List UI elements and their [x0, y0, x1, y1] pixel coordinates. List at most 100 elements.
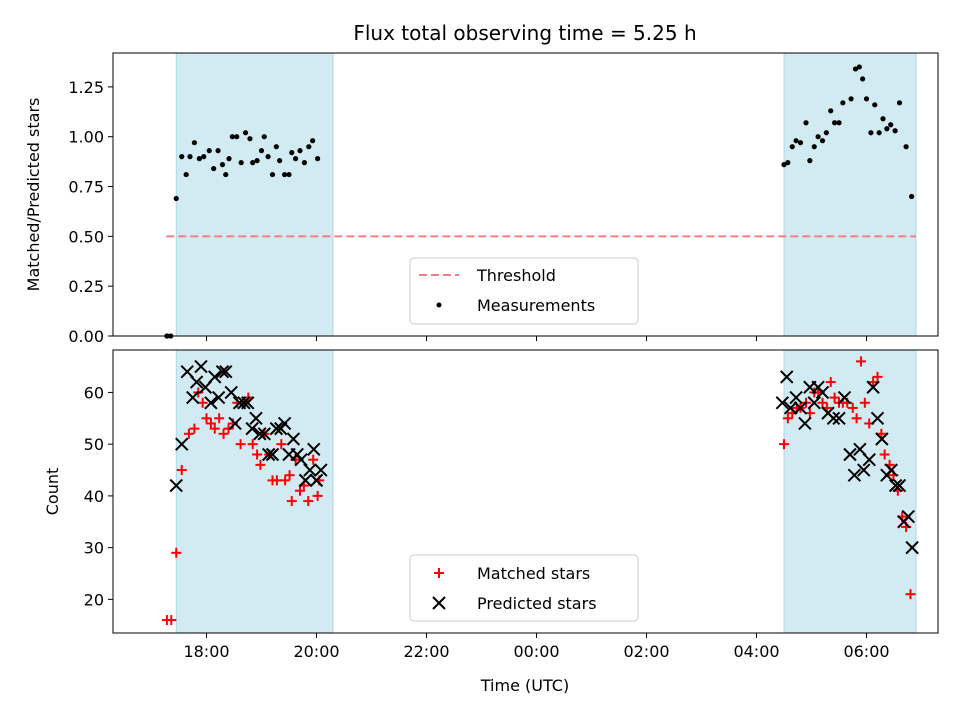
measurement-point: [828, 108, 834, 114]
measurement-point: [277, 158, 283, 164]
measurement-point: [247, 136, 253, 142]
legend-predicted-label: Predicted stars: [477, 594, 597, 613]
matched-star-point: [859, 397, 870, 408]
matched-star-point: [779, 439, 789, 450]
measurement-point: [860, 76, 866, 82]
measurement-point: [909, 193, 915, 200]
predicted-star-point: [257, 427, 271, 441]
predicted-star-point: [309, 473, 324, 488]
y-tick-label: 50: [84, 435, 104, 454]
matched-star-point: [856, 356, 866, 367]
measurement-point: [884, 126, 890, 132]
matched-star-point: [183, 428, 194, 439]
predicted-star-point: [892, 478, 907, 493]
measurement-point: [807, 158, 813, 164]
predicted-star-point: [307, 442, 321, 457]
predicted-star-point: [186, 390, 200, 405]
chart-title: Flux total observing time = 5.25 h: [353, 21, 696, 45]
y-tick-label: 60: [84, 383, 104, 402]
matched-star-point: [218, 428, 229, 439]
predicted-star-point: [780, 370, 794, 384]
measurement-point: [219, 162, 226, 168]
predicted-star-point: [261, 447, 276, 462]
measurement-point: [289, 150, 295, 156]
x-tick-label: 20:00: [293, 642, 339, 661]
measurement-point: [273, 144, 279, 150]
x-tick-label: 18:00: [183, 642, 229, 661]
measurement-point: [201, 154, 207, 160]
matched-star-point: [209, 423, 220, 434]
predicted-star-point: [314, 463, 328, 477]
predicted-star-point: [303, 463, 317, 477]
predicted-star-point: [888, 478, 903, 493]
legend-matched-swatch: [434, 568, 444, 578]
observing-window: [784, 53, 916, 336]
matched-star-point: [308, 454, 319, 465]
measurement-point: [306, 144, 312, 150]
y-tick-label: 20: [84, 590, 104, 609]
legend-threshold-label: Threshold: [476, 266, 556, 285]
measurement-point: [242, 130, 249, 136]
predicted-star-point: [837, 390, 852, 405]
predicted-star-point: [793, 401, 808, 415]
measurement-point: [876, 130, 882, 136]
y-tick-label: 40: [84, 487, 104, 506]
measurement-point: [789, 144, 795, 150]
measurement-point: [797, 140, 804, 146]
measurement-point: [269, 171, 276, 178]
matched-star-point: [235, 439, 246, 450]
predicted-star-point: [224, 385, 238, 400]
measurement-point: [191, 140, 197, 146]
matched-star-point: [247, 439, 258, 450]
predicted-star-point: [905, 540, 919, 555]
x-tick-label: 22:00: [403, 642, 449, 661]
predicted-star-point: [237, 396, 251, 410]
y-tick-label: 0.00: [68, 327, 104, 346]
predicted-star-point: [832, 411, 846, 425]
predicted-star-point: [815, 385, 830, 400]
matched-star-point: [868, 377, 879, 388]
predicted-star-point: [298, 473, 313, 488]
matched-star-point: [851, 413, 862, 424]
measurement-point: [811, 144, 817, 150]
measurement-point: [848, 96, 854, 102]
predicted-star-point: [269, 421, 284, 436]
matched-star-point: [905, 589, 916, 600]
measurement-point: [265, 154, 271, 160]
matched-star-point: [879, 449, 890, 460]
predicted-star-point: [204, 396, 218, 410]
predicted-star-point: [194, 359, 208, 374]
measurement-point: [903, 144, 909, 150]
x-tick-label: 02:00: [623, 642, 669, 661]
matched-star-point: [286, 496, 297, 507]
ratio-legend-box: [409, 257, 639, 325]
measurement-point: [229, 134, 235, 140]
matched-star-point: [171, 547, 182, 558]
x-tick-label: 06:00: [843, 642, 889, 661]
count-y-axis-label: Count: [43, 468, 62, 516]
measurement-point: [183, 171, 189, 178]
measurement-point: [238, 160, 244, 166]
matched-star-point: [255, 459, 266, 470]
count-axes-frame: [112, 349, 939, 634]
predicted-star-point: [175, 437, 189, 451]
predicted-star-point: [884, 463, 898, 477]
matched-star-point: [189, 423, 200, 434]
matched-star-point: [276, 439, 287, 450]
matched-star-point: [284, 470, 295, 481]
measurement-point: [293, 156, 299, 162]
measurement-point: [793, 138, 799, 144]
predicted-star-point: [189, 375, 204, 389]
legend-matched-label: Matched stars: [477, 564, 590, 583]
predicted-star-point: [241, 396, 255, 410]
matched-star-point: [166, 615, 177, 626]
measurement-point: [286, 171, 292, 178]
predicted-star-point: [219, 365, 233, 379]
predicted-star-point: [208, 370, 222, 384]
measurement-point: [211, 165, 217, 172]
measurement-point: [254, 158, 260, 164]
measurement-point: [297, 148, 303, 154]
y-tick-label: 0.25: [68, 277, 104, 296]
matched-star-point: [205, 418, 216, 429]
matched-star-point: [817, 397, 828, 408]
